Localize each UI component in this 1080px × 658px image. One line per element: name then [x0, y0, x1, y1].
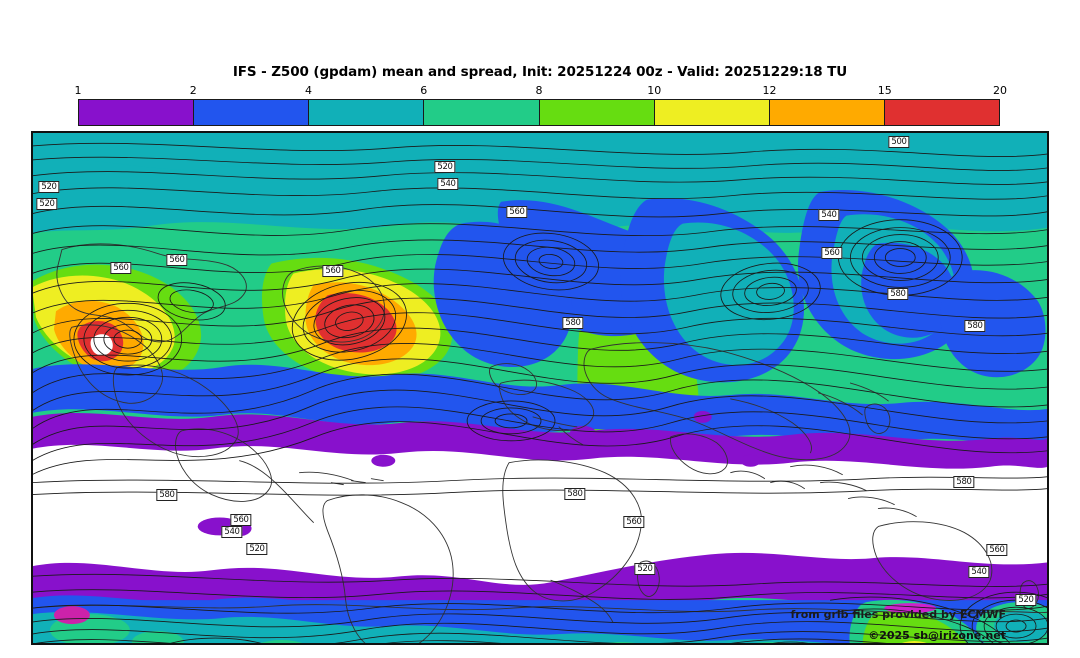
colorbar-legend: 1 2 4 6 8 10 12 15 20 — [74, 84, 1008, 128]
contour-label-560-6: 560 — [506, 206, 528, 218]
colorbar-segment-12-15 — [769, 100, 885, 125]
contour-label-560-7: 560 — [166, 254, 188, 266]
contour-label-560-19: 560 — [986, 544, 1008, 556]
colorbar-tick-12: 12 — [762, 84, 777, 97]
contour-label-580-15: 580 — [564, 488, 586, 500]
contour-label-520-24: 520 — [1015, 594, 1037, 606]
colorbar-tick-labels: 1 2 4 6 8 10 12 15 20 — [74, 84, 1008, 99]
contour-label-540-5: 540 — [818, 209, 840, 221]
colorbar-tick-8: 8 — [535, 84, 543, 97]
page-title: IFS - Z500 (gpdam) mean and spread, Init… — [232, 64, 848, 80]
contour-label-560-18: 560 — [623, 516, 645, 528]
contour-label-520-1: 520 — [36, 198, 58, 210]
colorbar-segment-2-4 — [194, 100, 310, 125]
colorbar-tick-15: 15 — [877, 84, 892, 97]
map-panel[interactable]: 520 520 500 520 540 540 560 560 560 560 560 580 580 5… — [31, 131, 1049, 645]
colorbar-segment-6-8 — [424, 100, 540, 125]
colorbar-tick-6: 6 — [420, 84, 428, 97]
contour-label-560-9: 560 — [322, 265, 344, 277]
colorbar-tick-20: 20 — [993, 84, 1007, 97]
map-canvas — [32, 132, 1048, 644]
contour-label-540-21: 540 — [968, 566, 990, 578]
contour-label-540-20: 540 — [221, 526, 243, 538]
colorbar-segment-15-20 — [884, 100, 999, 125]
contour-label-520-22: 520 — [246, 543, 268, 555]
colorbar-tick-2: 2 — [189, 84, 197, 97]
contour-label-580-11: 580 — [887, 288, 909, 300]
colorbar-segment-4-6 — [309, 100, 425, 125]
contour-label-540-4: 540 — [437, 178, 459, 190]
contour-label-560-17: 560 — [230, 514, 252, 526]
contour-label-560-8: 560 — [110, 262, 132, 274]
colorbar-tick-10: 10 — [647, 84, 662, 97]
contour-label-520-23: 520 — [634, 563, 656, 575]
data-source-credit: from grib files provided by ECMWF — [790, 608, 1006, 621]
colorbar-tick-4: 4 — [305, 84, 312, 97]
contour-label-520-0: 520 — [38, 181, 60, 193]
contour-label-layer: 520 520 500 520 540 540 560 560 560 560 560 580 580 5… — [32, 132, 1048, 644]
contour-label-580-14: 580 — [156, 489, 178, 501]
colorbar-segment-10-12 — [654, 100, 770, 125]
contour-label-520-3: 520 — [434, 161, 456, 173]
colorbar-segment-1-2 — [79, 100, 195, 125]
contour-label-560-10: 560 — [821, 247, 843, 259]
colorbar-tick-1: 1 — [74, 84, 82, 97]
colorbar-segment-8-10 — [539, 100, 655, 125]
contour-label-580-13: 580 — [964, 320, 986, 332]
author-credit: ©2025 sb@irizone.net — [868, 629, 1006, 642]
colorbar-swatches — [78, 99, 1000, 126]
contour-label-500-2: 500 — [888, 136, 910, 148]
contour-label-580-12: 580 — [562, 317, 584, 329]
contour-label-580-16: 580 — [953, 476, 975, 488]
